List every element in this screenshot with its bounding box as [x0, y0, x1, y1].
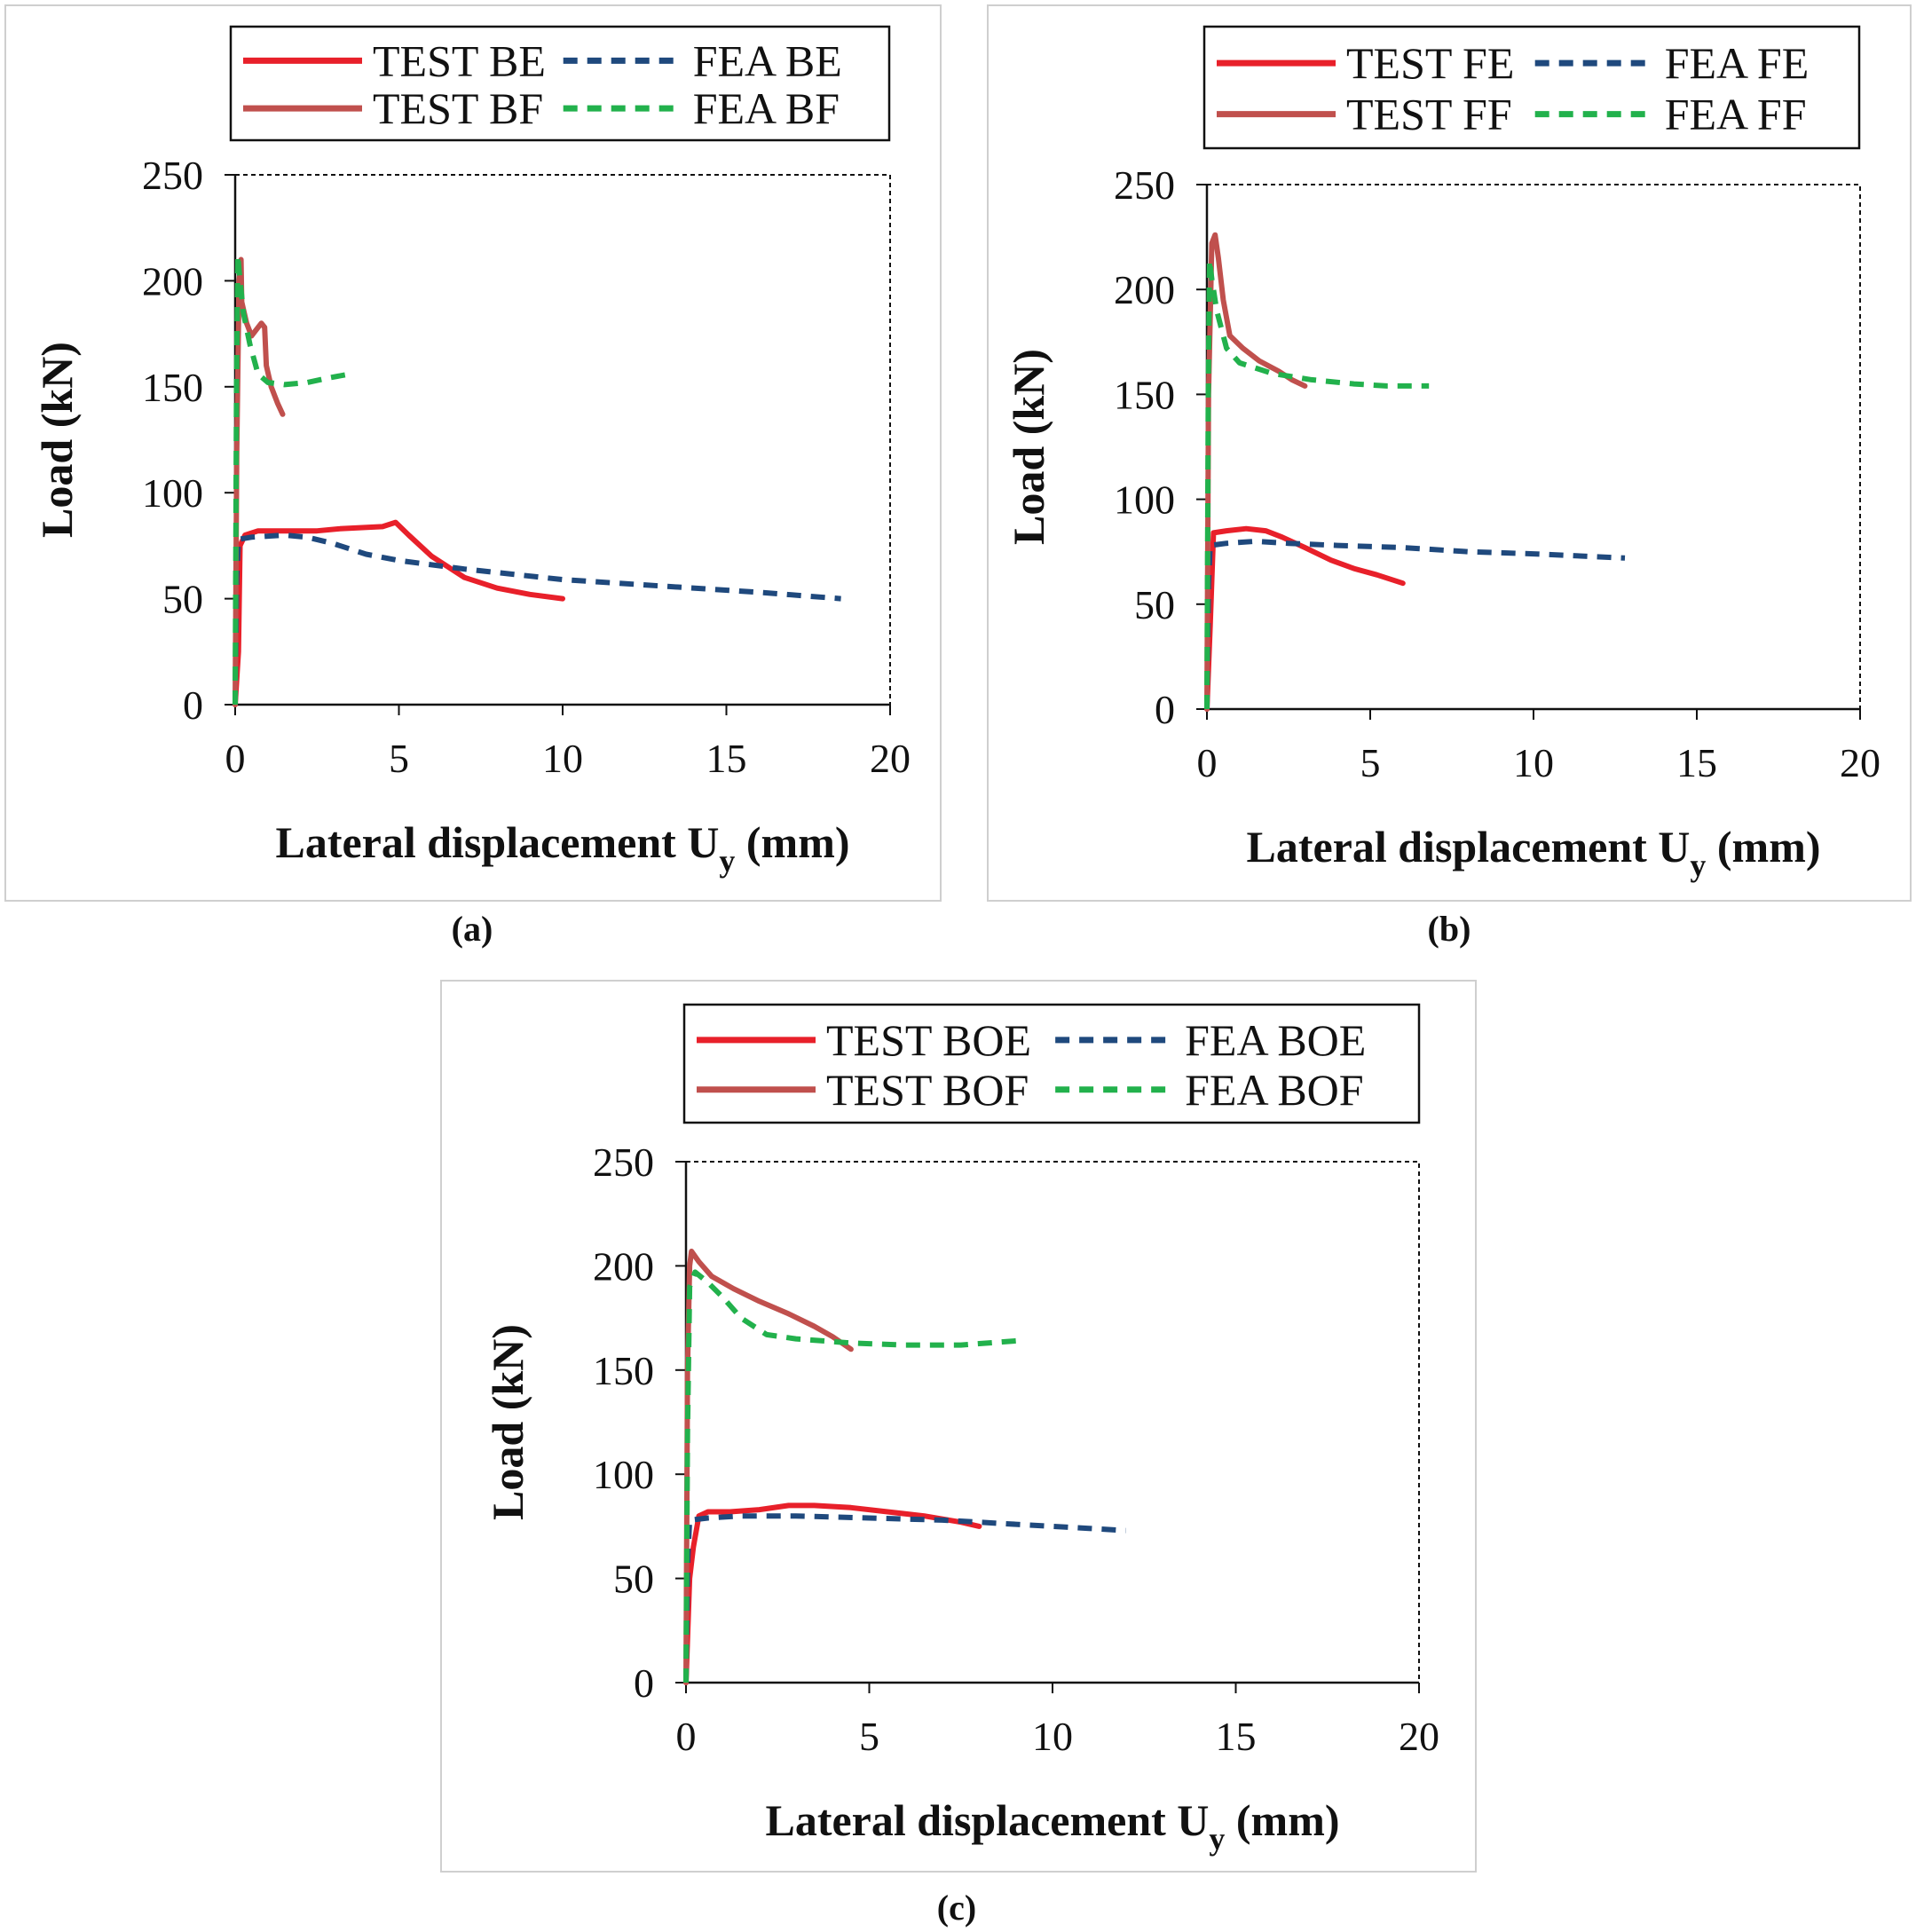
legend-box: [229, 25, 891, 142]
y-axis-title: Load (kN): [32, 342, 82, 538]
x-tick-label: 5: [859, 1714, 879, 1759]
legend-label: TEST BOE: [826, 1015, 1031, 1065]
legend-box: [1202, 25, 1861, 150]
y-tick-label: 0: [183, 682, 203, 728]
x-axis-title-main: Lateral displacement U: [275, 817, 719, 867]
x-tick-label: 10: [1513, 740, 1554, 785]
x-axis-title-space: [735, 817, 746, 867]
legend-label: TEST FE: [1346, 38, 1514, 88]
y-tick-label: 100: [1114, 477, 1175, 523]
x-tick-label: 10: [1032, 1714, 1073, 1759]
panel-frame: [440, 980, 1477, 1873]
legend-label: TEST BE: [373, 35, 546, 85]
x-tick-label: 20: [1840, 740, 1881, 785]
x-axis-title-main: Lateral displacement U: [1246, 822, 1690, 871]
y-tick-label: 0: [634, 1660, 654, 1706]
x-tick-label: 20: [1399, 1714, 1439, 1759]
plot-border: [686, 1161, 1420, 1683]
x-axis-title: Lateral displacement Uy (mm): [765, 1795, 1339, 1857]
series-line-fea-bof: [683, 1269, 1016, 1684]
panel-frame: [4, 4, 942, 902]
x-axis-title-space: [1706, 822, 1717, 871]
x-tick-label: 0: [676, 1714, 697, 1759]
x-axis-title: Lateral displacement Uy (mm): [1246, 822, 1820, 883]
y-tick-label: 250: [142, 153, 203, 198]
x-axis-title-subscript: y: [1690, 848, 1706, 883]
series-line-test-be: [233, 519, 565, 707]
x-axis-title-space: [1225, 1795, 1236, 1845]
legend-label: TEST BOF: [826, 1065, 1029, 1115]
y-tick-label: 50: [613, 1557, 654, 1602]
legend-label: FEA BF: [693, 83, 840, 133]
y-tick-label: 200: [593, 1243, 654, 1289]
y-tick-label: 100: [142, 470, 203, 516]
legend-label: FEA BOF: [1185, 1065, 1363, 1115]
x-axis-title-subscript: y: [719, 843, 735, 879]
series-line-test-bof: [683, 1249, 854, 1685]
chart-panel-c: 0 50 100 150 200 250 0 5 10 15 20 Load (kN) Lateral …: [440, 980, 1477, 1928]
series-line-fea-ff: [1204, 257, 1430, 710]
series-line-fea-bf: [233, 252, 351, 706]
series-line-fea-fe: [1204, 538, 1626, 710]
legend-label: FEA BOE: [1185, 1015, 1366, 1065]
x-tick-label: 0: [1197, 740, 1218, 785]
x-tick-label: 15: [706, 736, 747, 781]
series-line-fea-boe: [683, 1513, 1126, 1684]
y-tick-label: 50: [162, 577, 203, 622]
legend-label: FEA BE: [693, 35, 842, 85]
y-tick-label: 150: [142, 365, 203, 410]
panel-caption: (c): [937, 1888, 976, 1928]
x-axis-title-unit: (mm): [1717, 822, 1821, 871]
legend-label: TEST FF: [1346, 90, 1512, 139]
x-axis-title-unit: (mm): [746, 817, 850, 867]
y-tick-label: 200: [142, 258, 203, 304]
x-tick-label: 0: [225, 736, 246, 781]
x-tick-label: 10: [542, 736, 583, 781]
legend-label: TEST BF: [373, 83, 543, 133]
series-line-test-ff: [1204, 232, 1308, 712]
y-tick-label: 150: [593, 1348, 654, 1393]
y-axis-title: Load (kN): [1004, 349, 1053, 545]
y-axis-title: Load (kN): [483, 1324, 532, 1520]
panel-caption: (a): [452, 909, 493, 949]
chart-panel-a: 0 50 100 150 200 250 0 5 10 15 20 Load (kN) Lateral …: [4, 4, 942, 949]
y-tick-label: 0: [1155, 687, 1175, 732]
x-axis-title-subscript: y: [1209, 1821, 1225, 1857]
y-tick-label: 150: [1114, 372, 1175, 417]
x-tick-label: 15: [1216, 1714, 1257, 1759]
plot-border: [235, 174, 891, 705]
y-tick-label: 100: [593, 1452, 654, 1497]
series-line-test-fe: [1204, 525, 1406, 712]
y-tick-label: 50: [1134, 582, 1175, 627]
y-tick-label: 250: [1114, 162, 1175, 208]
x-axis-title-main: Lateral displacement U: [765, 1795, 1209, 1845]
series-line-test-boe: [683, 1502, 982, 1685]
series-line-fea-be: [233, 532, 841, 706]
chart-panel-b: 0 50 100 150 200 250 0 5 10 15 20 Load (kN) Lateral …: [987, 4, 1912, 949]
x-axis-title-unit: (mm): [1236, 1795, 1340, 1845]
x-tick-label: 20: [870, 736, 911, 781]
x-tick-label: 5: [389, 736, 409, 781]
y-tick-label: 250: [593, 1139, 654, 1185]
legend-box: [682, 1003, 1421, 1124]
x-tick-label: 15: [1676, 740, 1717, 785]
panel-caption: (b): [1428, 909, 1471, 949]
legend-label: FEA FF: [1665, 90, 1807, 139]
plot-border: [1207, 184, 1861, 709]
panel-frame: [987, 4, 1912, 902]
y-tick-label: 200: [1114, 267, 1175, 312]
series-line-test-bf: [233, 256, 286, 707]
x-axis-title: Lateral displacement Uy (mm): [275, 817, 849, 879]
legend-label: FEA FE: [1665, 38, 1810, 88]
x-tick-label: 5: [1360, 740, 1381, 785]
